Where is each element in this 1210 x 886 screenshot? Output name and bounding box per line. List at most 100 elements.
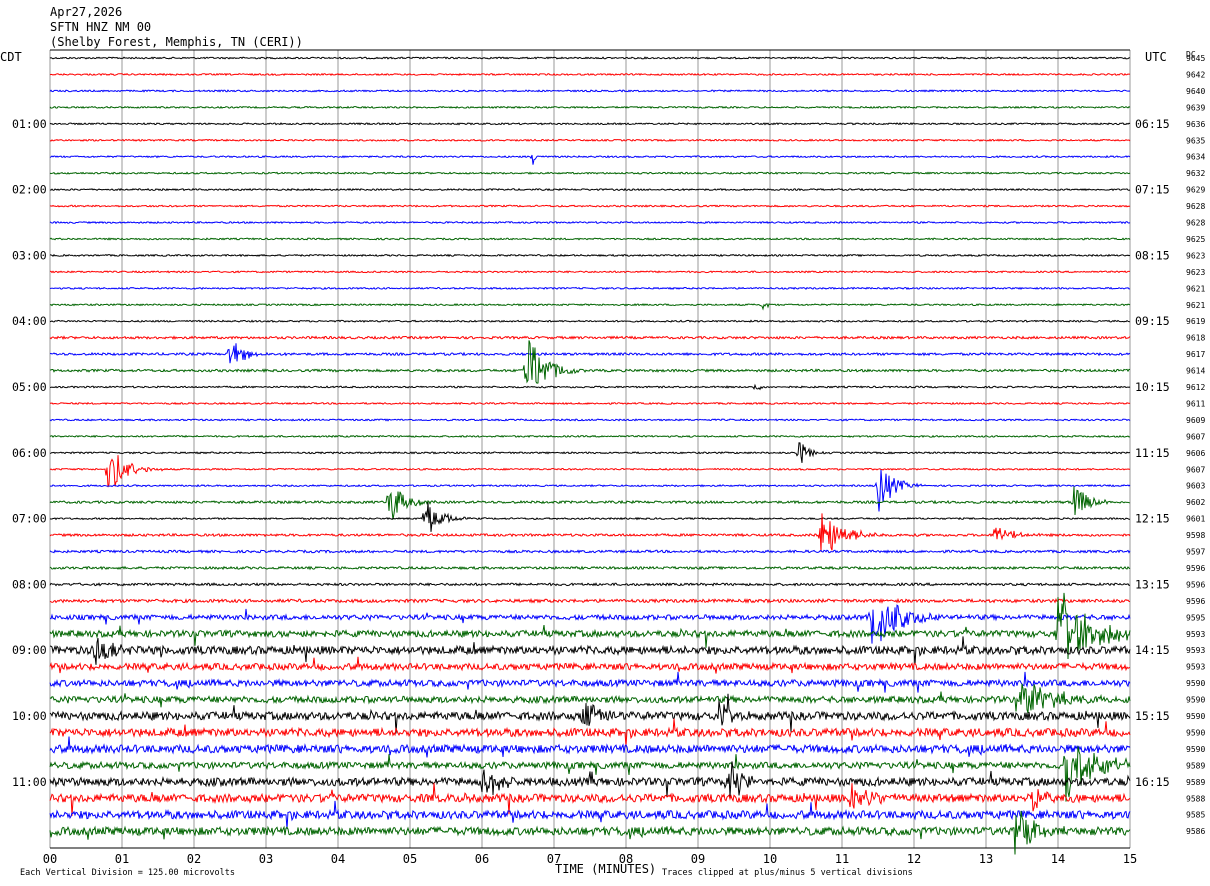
x-tick-label: 07 xyxy=(547,852,561,866)
dc-offset-label: 9617 xyxy=(1186,350,1205,359)
dc-offset-label: 9611 xyxy=(1186,399,1205,408)
trace-row-33 xyxy=(49,597,1131,604)
x-tick-label: 09 xyxy=(691,852,705,866)
dc-offset-label: 9640 xyxy=(1186,87,1205,96)
dc-offset-label: 9609 xyxy=(1186,416,1205,425)
dc-offset-label: 9642 xyxy=(1186,70,1205,79)
x-tick-label: 05 xyxy=(403,852,417,866)
dc-offset-label: 9590 xyxy=(1186,745,1205,754)
dc-offset-label: 9614 xyxy=(1186,367,1205,376)
dc-offset-label: 9619 xyxy=(1186,317,1205,326)
dc-offset-label: 9597 xyxy=(1186,548,1205,557)
x-tick-label: 08 xyxy=(619,852,633,866)
trace-row-18 xyxy=(49,343,1131,364)
dc-offset-label: 9628 xyxy=(1186,219,1205,228)
dc-offset-label: 9596 xyxy=(1186,580,1205,589)
trace-row-47 xyxy=(49,810,1131,855)
x-tick-label: 04 xyxy=(331,852,345,866)
trace-row-28 xyxy=(49,502,1130,532)
right-hour-label: 15:15 xyxy=(1135,709,1170,723)
dc-offset-label: 9590 xyxy=(1186,679,1205,688)
dc-offset-label: 9639 xyxy=(1186,103,1205,112)
left-hour-labels: 01:00 02:00 03:00 04:00 05:00 06:00 07:00 08:00… xyxy=(12,117,47,789)
dc-offset-label: 9588 xyxy=(1186,794,1205,803)
dc-offset-label: 9602 xyxy=(1186,498,1205,507)
seismic-traces xyxy=(49,56,1131,855)
trace-row-34 xyxy=(49,604,1131,644)
header-date: Apr27,2026 xyxy=(50,5,122,19)
x-axis-title: TIME (MINUTES) xyxy=(555,862,656,876)
trace-row-32 xyxy=(49,582,1131,587)
dc-offset-label: 9645 xyxy=(1186,54,1205,63)
x-tick-label: 12 xyxy=(907,852,921,866)
right-hour-label: 08:15 xyxy=(1135,248,1170,262)
trace-row-35 xyxy=(49,592,1131,660)
dc-offset-label: 9593 xyxy=(1186,663,1205,672)
right-hour-label: 10:15 xyxy=(1135,380,1170,394)
dc-offset-label: 9625 xyxy=(1186,235,1205,244)
trace-row-21 xyxy=(49,401,1131,406)
trace-row-11 xyxy=(49,237,1131,241)
x-tick-label: 00 xyxy=(43,852,57,866)
left-hour-label: 07:00 xyxy=(12,512,47,526)
x-tick-label: 15 xyxy=(1123,852,1137,866)
trace-row-14 xyxy=(49,286,1131,290)
trace-row-5 xyxy=(49,138,1131,142)
left-hour-label: 02:00 xyxy=(12,183,47,197)
trace-row-27 xyxy=(49,486,1131,520)
dc-offset-label: 9618 xyxy=(1186,334,1205,343)
trace-row-10 xyxy=(49,220,1131,225)
x-tick-label: 06 xyxy=(475,852,489,866)
right-hour-labels: 06:15 07:15 08:15 09:15 10:15 11:15 12:15 13:15… xyxy=(1135,117,1170,789)
dc-offset-label: 9593 xyxy=(1186,646,1205,655)
trace-row-17 xyxy=(49,335,1131,340)
left-hour-label: 09:00 xyxy=(12,643,47,657)
trace-row-15 xyxy=(49,303,1131,311)
trace-row-8 xyxy=(49,187,1131,192)
trace-row-7 xyxy=(49,171,1131,175)
left-hour-label: 10:00 xyxy=(12,709,47,723)
trace-row-1 xyxy=(49,72,1131,77)
trace-row-4 xyxy=(49,122,1131,126)
left-hour-label: 08:00 xyxy=(12,577,47,591)
right-hour-label: 07:15 xyxy=(1135,183,1170,197)
dc-offset-label: 9635 xyxy=(1186,136,1205,145)
trace-row-20 xyxy=(50,383,1131,391)
trace-row-44 xyxy=(49,761,1131,797)
right-timezone-label: UTC xyxy=(1145,50,1167,64)
trace-row-31 xyxy=(49,565,1131,571)
x-tick-label: 11 xyxy=(835,852,849,866)
trace-row-2 xyxy=(49,89,1131,93)
dc-offset-label: 9628 xyxy=(1186,202,1205,211)
dc-offset-label: 9596 xyxy=(1186,597,1205,606)
dc-offset-label: 9621 xyxy=(1186,284,1205,293)
dc-offset-label: 9603 xyxy=(1186,482,1205,491)
x-tick-label: 13 xyxy=(979,852,993,866)
trace-row-40 xyxy=(49,693,1131,734)
dc-offset-label: 9598 xyxy=(1186,531,1205,540)
dc-offset-label: 9607 xyxy=(1186,465,1205,474)
dc-offset-label: 9601 xyxy=(1186,515,1205,524)
trace-row-30 xyxy=(49,549,1131,554)
trace-row-45 xyxy=(49,782,1131,816)
left-hour-label: 01:00 xyxy=(12,117,47,131)
dc-offset-label: 9585 xyxy=(1186,811,1205,820)
x-tick-label: 10 xyxy=(763,852,777,866)
trace-row-39 xyxy=(49,683,1131,714)
trace-row-0 xyxy=(49,56,1131,60)
trace-row-23 xyxy=(49,434,1131,438)
right-hour-label: 14:15 xyxy=(1135,643,1170,657)
dc-offset-label: 9621 xyxy=(1186,301,1205,310)
left-hour-label: 04:00 xyxy=(12,314,47,328)
left-hour-label: 05:00 xyxy=(12,380,47,394)
right-hour-label: 06:15 xyxy=(1135,117,1170,131)
footer-scale-note: Each Vertical Division = 125.00 microvol… xyxy=(20,868,235,878)
x-axis-ticks: 00 01 02 03 04 05 06 07 08 09 10 11 12 13 14 15 xyxy=(43,852,1137,866)
dc-offset-label: 9623 xyxy=(1186,268,1205,277)
dc-offset-label: 9595 xyxy=(1186,613,1205,622)
trace-row-26 xyxy=(49,469,1131,512)
trace-row-29 xyxy=(49,513,1131,552)
footer-clip-note: Traces clipped at plus/minus 5 vertical … xyxy=(662,868,913,878)
dc-offset-label: 9590 xyxy=(1186,712,1205,721)
